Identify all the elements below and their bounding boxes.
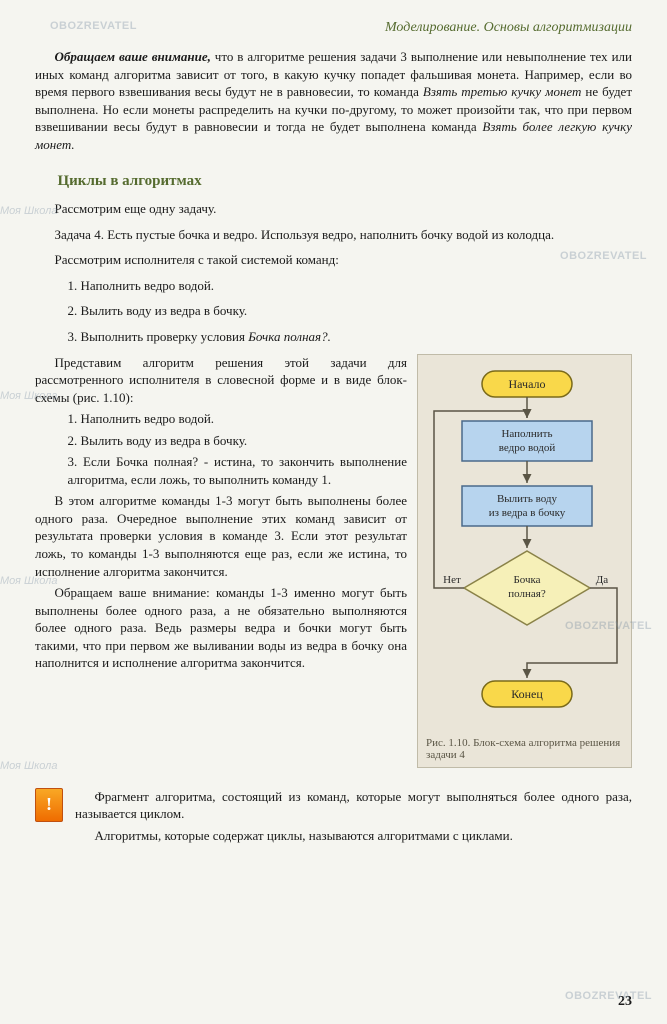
flowchart-caption: Рис. 1.10. Блок-схема алгоритма решения …: [422, 737, 627, 761]
algo-step-2: 2. Вылить воду из ведра в бочку.: [35, 432, 407, 450]
flow-start-text: Начало: [509, 377, 546, 391]
task-4: Задача 4. Есть пустые бочка и ведро. Исп…: [35, 226, 632, 244]
svg-text:из ведра в бочку: из ведра в бочку: [489, 507, 566, 519]
exclamation-icon: !: [35, 788, 63, 822]
task-label: Задача 4.: [55, 227, 104, 242]
flow-no-label: Нет: [443, 574, 461, 586]
chapter-header: Моделирование. Основы алгоритмизации: [35, 20, 632, 36]
para-3: Обращаем ваше внимание: команды 1-3 имен…: [35, 584, 407, 672]
para3-lead: Обращаем ваше внимание:: [55, 585, 210, 600]
def-p1: Фрагмент алгоритма, состоящий из команд,…: [75, 788, 632, 823]
algo-step-3-prefix: 3. Если: [68, 454, 117, 469]
algo-cond: Бочка полная?: [116, 454, 198, 469]
intro-cmd-1: Взять третью кучку монет: [423, 84, 581, 99]
svg-text:ведро водой: ведро водой: [499, 442, 556, 454]
svg-text:Бочка: Бочка: [513, 574, 540, 586]
textbook-page: Моделирование. Основы алгоритмизации Обр…: [0, 0, 667, 1024]
svg-text:Вылить воду: Вылить воду: [497, 493, 558, 505]
exec-cmd-1: 1. Наполнить ведро водой.: [35, 277, 632, 295]
exec-cond: Бочка полная?.: [248, 329, 331, 344]
para-2: В этом алгоритме команды 1-3 могут быть …: [35, 492, 407, 580]
intro-lead: Обращаем ваше внимание,: [55, 49, 211, 64]
exec-cmd-3-text: 3. Выполнить проверку условия: [68, 329, 249, 344]
svg-text:Наполнить: Наполнить: [501, 428, 552, 440]
watermark-obo: OBOZREVATEL: [565, 990, 652, 1002]
def-p2b: алгоритмами с циклами.: [378, 828, 513, 843]
left-column: Представим алгоритм решения этой задачи …: [35, 354, 407, 676]
executor-intro: Рассмотрим исполнителя с такой системой …: [35, 251, 632, 269]
flow-end-text: Конец: [511, 687, 543, 701]
flowchart-container: Начало Наполнить ведро водой Вылить воду…: [417, 354, 632, 768]
def-p2: Алгоритмы, которые содержат циклы, назыв…: [75, 827, 632, 845]
consider-text: Рассмотрим еще одну задачу.: [35, 200, 632, 218]
exec-cmd-3: 3. Выполнить проверку условия Бочка полн…: [35, 328, 632, 346]
task-text: Есть пустые бочка и ведро. Используя вед…: [104, 227, 554, 242]
para3-body: команды 1-3 именно: [210, 585, 342, 600]
content-row: Представим алгоритм решения этой задачи …: [35, 354, 632, 768]
page-number: 23: [618, 994, 632, 1010]
svg-text:полная?: полная?: [508, 588, 546, 600]
algo-intro: Представим алгоритм решения этой задачи …: [35, 354, 407, 407]
def-p1b: циклом.: [140, 806, 184, 821]
def-p2a: Алгоритмы, которые содержат циклы, назыв…: [95, 828, 378, 843]
definition-block: ! Фрагмент алгоритма, состоящий из коман…: [35, 788, 632, 849]
algo-step-1: 1. Наполнить ведро водой.: [35, 410, 407, 428]
definition-text: Фрагмент алгоритма, состоящий из команд,…: [75, 788, 632, 849]
flowchart-svg: Начало Наполнить ведро водой Вылить воду…: [422, 363, 627, 733]
algo-step-3: 3. Если Бочка полная? - истина, то закон…: [35, 453, 407, 488]
section-heading: Циклы в алгоритмах: [35, 173, 632, 190]
flow-yes-label: Да: [596, 574, 609, 586]
exec-cmd-2: 2. Вылить воду из ведра в бочку.: [35, 302, 632, 320]
intro-paragraph: Обращаем ваше внимание, что в алгоритме …: [35, 48, 632, 153]
